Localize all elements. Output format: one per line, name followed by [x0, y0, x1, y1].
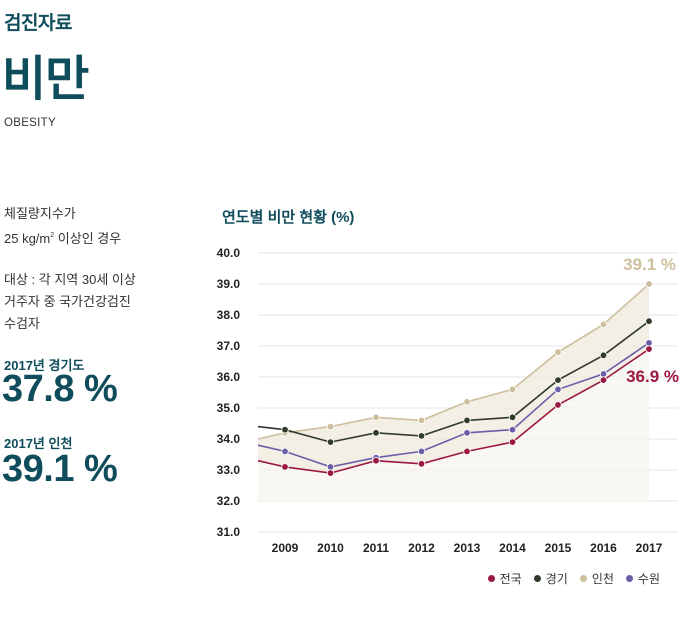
- series-line: [257, 342, 650, 468]
- data-point: [326, 422, 335, 431]
- legend-item: 수원: [625, 570, 660, 587]
- x-tick-label: 2015: [545, 541, 572, 555]
- annotation-national: 36.9 %: [626, 367, 679, 386]
- series-line: [257, 320, 650, 443]
- data-point: [417, 447, 426, 456]
- data-point: [326, 438, 335, 446]
- y-tick-label: 33.0: [217, 463, 241, 477]
- definition-unit: 25 kg/m: [4, 231, 51, 246]
- data-point: [599, 351, 608, 359]
- y-tick-label: 34.0: [217, 432, 241, 446]
- legend-marker: [625, 575, 633, 582]
- annotation-incheon: 39.1 %: [623, 255, 676, 274]
- y-tick-label: 31.0: [217, 525, 241, 539]
- legend-label: 전국: [499, 572, 522, 586]
- data-point: [281, 463, 289, 471]
- definition-unit-exponent: 2: [50, 232, 55, 239]
- x-tick-label: 2012: [408, 541, 435, 555]
- y-tick-label: 32.0: [217, 494, 241, 508]
- target-line-1: 대상 : 각 지역 30세 이상: [4, 272, 136, 287]
- definition-line-2: 25 kg/m2 이상인 경우: [4, 225, 121, 250]
- y-tick-label: 37.0: [217, 339, 241, 353]
- x-tick-label: 2016: [590, 541, 617, 555]
- page-subtitle: OBESITY: [4, 117, 56, 129]
- target-line-2: 거주자 중 국가건강검진: [4, 294, 131, 309]
- x-tick-label: 2010: [317, 541, 344, 555]
- legend-label: 경기: [545, 572, 568, 586]
- data-point: [508, 413, 517, 421]
- page-title: 비만: [2, 53, 89, 106]
- x-tick-label: 2009: [272, 541, 299, 555]
- legend-marker: [533, 575, 541, 582]
- data-point: [554, 385, 562, 394]
- legend-marker: [487, 575, 495, 582]
- data-point: [281, 426, 289, 434]
- data-point: [645, 280, 653, 288]
- legend-item: 인천: [579, 570, 614, 587]
- data-point: [599, 320, 608, 328]
- data-point: [326, 469, 335, 477]
- legend-marker: [579, 575, 587, 582]
- definition-text: 체질량지수가 25 kg/m2 이상인 경우: [4, 203, 121, 250]
- data-point: [599, 376, 608, 384]
- stat-label-incheon: 2017년 인천: [4, 436, 73, 451]
- data-point: [326, 463, 335, 471]
- data-point: [417, 432, 426, 440]
- series-line: [257, 283, 650, 440]
- chart-legend: 전국 경기 인천 수원: [487, 570, 660, 587]
- data-point: [645, 345, 653, 353]
- x-tick-label: 2014: [499, 541, 526, 555]
- y-tick-label: 40.0: [217, 246, 241, 260]
- stat-value-incheon: 39.1 %: [2, 448, 118, 490]
- data-point: [508, 426, 517, 434]
- data-point: [372, 429, 380, 437]
- range-area: [258, 284, 649, 474]
- data-point: [463, 429, 471, 437]
- data-point: [554, 401, 562, 409]
- legend-item: 전국: [487, 570, 522, 587]
- definition-line-1: 체질량지수가: [4, 206, 76, 221]
- chart-title: 연도별 비만 현황 (%): [222, 209, 355, 226]
- x-tick-label: 2011: [363, 541, 389, 555]
- legend-label: 인천: [591, 572, 614, 586]
- stat-value-gyeonggi: 37.8 %: [2, 368, 118, 410]
- target-line-3: 수검자: [4, 316, 40, 331]
- data-point: [645, 317, 653, 325]
- series-line: [257, 348, 650, 474]
- target-text: 대상 : 각 지역 30세 이상 거주자 중 국가건강검진 수검자: [4, 269, 136, 335]
- under-area: [258, 349, 649, 501]
- data-point: [508, 438, 517, 446]
- data-point: [599, 370, 608, 378]
- data-point: [417, 416, 426, 425]
- data-point: [463, 398, 471, 406]
- data-point: [372, 413, 380, 421]
- legend-item: 경기: [533, 570, 568, 587]
- category-label: 검진자료: [4, 13, 72, 34]
- stat-label-gyeonggi: 2017년 경기도: [4, 358, 85, 373]
- y-tick-label: 39.0: [217, 277, 241, 291]
- data-point: [508, 385, 517, 394]
- x-tick-label: 2013: [454, 541, 481, 555]
- y-tick-label: 36.0: [217, 370, 241, 384]
- legend-label: 수원: [637, 572, 660, 586]
- data-point: [645, 339, 653, 347]
- data-point: [554, 348, 562, 356]
- x-tick-label: 2017: [636, 541, 663, 555]
- definition-threshold: 이상인 경우: [54, 231, 122, 246]
- data-point: [417, 460, 426, 468]
- data-point: [554, 376, 562, 384]
- y-tick-label: 35.0: [217, 401, 241, 415]
- y-tick-label: 38.0: [217, 308, 241, 322]
- data-point: [281, 447, 289, 456]
- data-point: [463, 416, 471, 425]
- data-point: [463, 447, 471, 456]
- data-point: [372, 457, 380, 465]
